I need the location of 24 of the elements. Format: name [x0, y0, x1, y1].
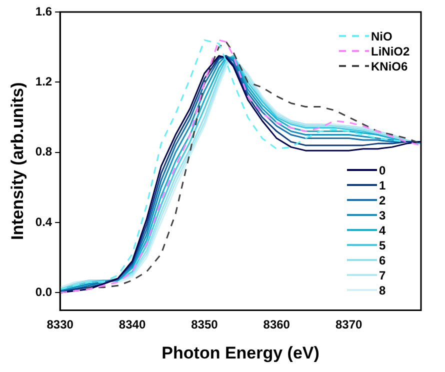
x-tick-label: 8330: [46, 318, 74, 332]
y-tick-label: 1.6: [35, 4, 52, 18]
legend-label: KNiO6: [371, 59, 408, 74]
y-axis-title: Intensity (arb.units): [8, 82, 27, 240]
legend-label: 2: [379, 193, 386, 208]
legend-label: 3: [379, 208, 386, 222]
legend-label: 8: [379, 283, 386, 298]
x-tick-label: 8350: [191, 318, 218, 332]
legend-label: 7: [379, 268, 386, 282]
legend-label: 4: [379, 223, 386, 238]
legend-label: 0: [379, 163, 386, 178]
legend-label: LiNiO2: [371, 44, 410, 58]
x-tick-label: 8370: [335, 318, 362, 332]
legend-label: 1: [379, 178, 386, 192]
legend-label: 5: [379, 238, 386, 252]
x-axis-title: Photon Energy (eV): [162, 343, 320, 362]
x-tick-label: 8360: [263, 318, 290, 332]
x-tick-label: 8340: [118, 318, 146, 332]
legend-label: NiO: [371, 29, 392, 44]
y-tick-label: 1.2: [35, 74, 52, 88]
y-tick-label: 0.4: [35, 214, 52, 229]
legend-label: 6: [379, 253, 386, 268]
y-tick-label: 0.0: [35, 284, 52, 299]
y-tick-label: 0.8: [35, 144, 52, 159]
